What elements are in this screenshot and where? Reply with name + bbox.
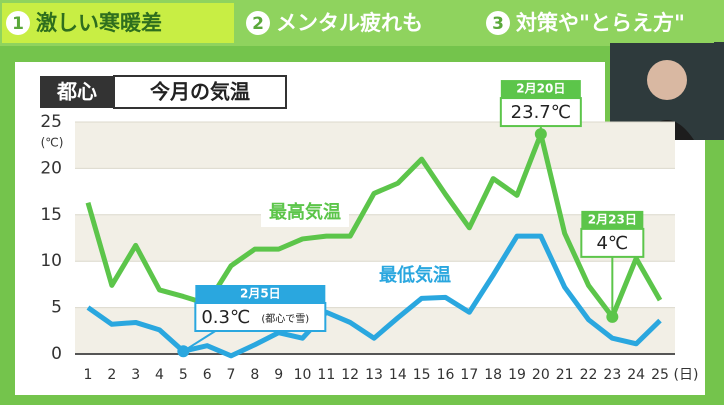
series-name-bg [371, 262, 459, 290]
badge: 都心 [56, 80, 97, 104]
badge-box [40, 76, 114, 108]
y-axis-unit: (℃) [41, 136, 64, 150]
value-label: 4℃ [596, 233, 628, 254]
tab-label: メンタル疲れも [276, 11, 423, 35]
tab-number: 3 [492, 14, 504, 34]
series-name: 最低気温 [379, 264, 451, 286]
x-tick-label: 12 [341, 367, 359, 383]
x-tick-label: 23 [603, 367, 621, 383]
y-tick-label: 20 [40, 158, 62, 178]
x-tick-label: 5 [179, 367, 188, 383]
tab-number-bg [246, 11, 270, 35]
x-tick-label: 3 [131, 367, 140, 383]
callout-body [499, 97, 582, 128]
tab-number: 2 [252, 14, 264, 34]
x-tick-label: 17 [460, 367, 478, 383]
tab [2, 3, 234, 43]
callout-header [195, 285, 326, 303]
callout-body [580, 227, 645, 258]
callout-date: 2月20日 [516, 82, 565, 96]
tab-number-bg [6, 11, 30, 35]
callout-date: 2月5日 [240, 287, 281, 301]
x-tick-label: 8 [250, 367, 259, 383]
x-tick-label: 4 [155, 367, 164, 383]
chart-title: 今月の気温 [150, 80, 250, 104]
tab [242, 3, 474, 43]
tab-number: 1 [12, 14, 24, 34]
y-tick-label: 0 [51, 344, 62, 364]
callout-note: (都心で雪) [261, 313, 309, 325]
series-line [85, 131, 663, 320]
x-tick-label: 21 [556, 367, 574, 383]
x-tick-label: 15 [413, 367, 431, 383]
x-tick-label: 6 [203, 367, 212, 383]
x-tick-label: 20 [532, 367, 550, 383]
x-tick-label: 11 [317, 367, 335, 383]
series-name-bg [261, 199, 349, 227]
x-tick-label: 22 [580, 367, 598, 383]
callout-header [500, 80, 581, 99]
x-tick-label: 1 [84, 367, 93, 383]
x-tick-label: 10 [294, 367, 312, 383]
tab-label: 激しい寒暖差 [36, 11, 162, 35]
tab [482, 3, 714, 43]
tab-number-bg [486, 11, 510, 35]
series-name: 最高気温 [269, 201, 341, 223]
x-tick-label: 2 [107, 367, 116, 383]
x-tick-label: 16 [437, 367, 455, 383]
x-tick-label: 7 [227, 367, 236, 383]
x-tick-label: 24 [627, 367, 645, 383]
title-box [113, 75, 287, 109]
y-tick-label: 15 [40, 205, 62, 225]
chart-panel-lower [15, 140, 705, 395]
value-label: 0.3℃ [201, 307, 250, 328]
x-axis-unit: (日) [674, 367, 699, 383]
x-tick-label: 14 [389, 367, 407, 383]
x-tick-label: 18 [484, 367, 502, 383]
value-label: 23.7℃ [511, 102, 571, 123]
point-marker [534, 128, 547, 141]
point-marker [177, 345, 190, 358]
point-marker [606, 310, 619, 323]
x-tick-label: 25 [651, 367, 669, 383]
x-tick-label: 19 [508, 367, 526, 383]
y-tick-label: 25 [40, 112, 62, 132]
grid-band [75, 122, 675, 169]
callout-date: 2月23日 [588, 212, 637, 226]
y-tick-label: 5 [51, 298, 62, 318]
x-tick-label: 13 [365, 367, 383, 383]
presenter-face [647, 60, 687, 100]
y-tick-label: 10 [40, 251, 62, 271]
tab-label: 対策や"とらえ方" [516, 11, 685, 35]
callout-leader [182, 330, 216, 353]
callout-body [194, 302, 327, 332]
tabs: 1 激しい寒暖差 2 メンタル疲れも 3 対策や"とらえ方" [2, 3, 714, 43]
callout-header [581, 210, 644, 229]
x-tick-label: 9 [274, 367, 283, 383]
